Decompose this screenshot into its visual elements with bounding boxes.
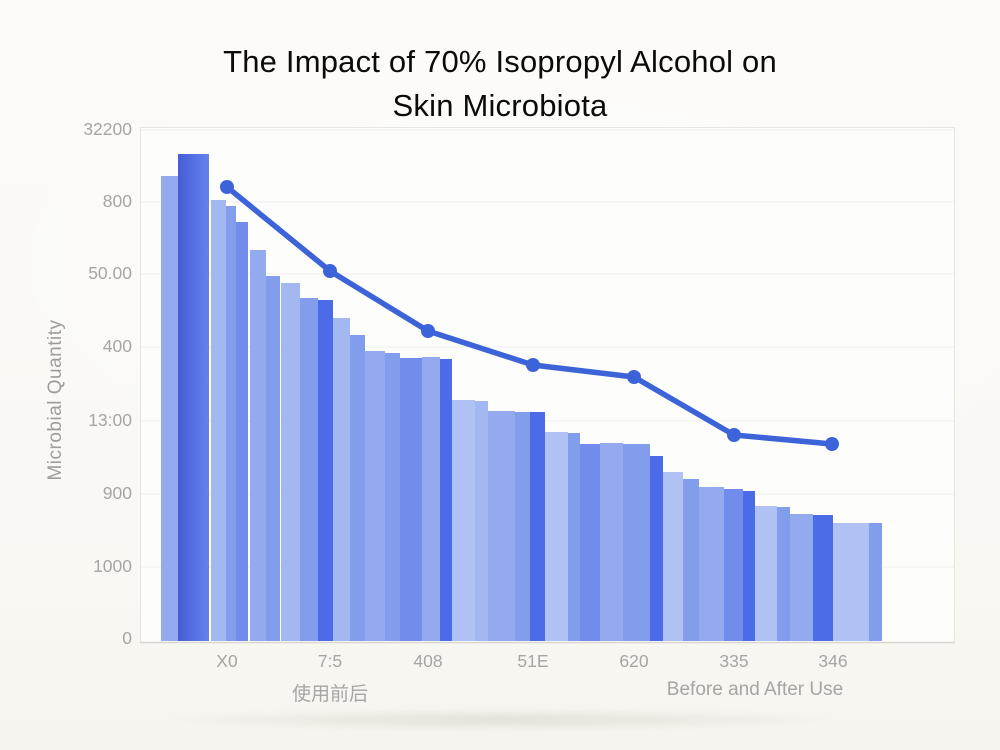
bar xyxy=(300,298,318,641)
data-point-marker xyxy=(220,180,234,194)
x-axis-caption-en: Before and After Use xyxy=(666,679,844,700)
x-axis-tick-label: 620 xyxy=(619,651,649,671)
bar xyxy=(600,443,623,641)
bar xyxy=(683,479,699,641)
data-point-marker xyxy=(526,358,540,372)
data-point-marker xyxy=(421,324,435,338)
bar xyxy=(250,250,266,641)
y-axis-tick-label: 13:00 xyxy=(88,410,132,430)
bar xyxy=(833,523,869,641)
chart-title-line-1: The Impact of 70% Isopropyl Alcohol on xyxy=(223,44,777,79)
x-axis-tick-label: 7:5 xyxy=(317,651,343,671)
page-bottom-shadow xyxy=(55,707,945,733)
y-axis-tick-label: 0 xyxy=(122,628,132,648)
y-axis-tick-label: 50.00 xyxy=(88,263,132,283)
x-axis-caption-zh: 使用前后 xyxy=(291,684,369,705)
y-axis-tick-label: 900 xyxy=(102,483,132,503)
bar xyxy=(743,491,755,641)
bar xyxy=(623,444,650,641)
bar xyxy=(699,487,724,641)
bar xyxy=(236,222,248,641)
y-axis-tick-label: 1000 xyxy=(93,556,132,576)
bar xyxy=(211,200,226,641)
y-axis-tick-label: 400 xyxy=(102,336,132,356)
bar xyxy=(350,335,365,641)
bar xyxy=(475,401,488,641)
bar xyxy=(333,318,350,641)
bar xyxy=(777,507,790,641)
bar xyxy=(790,514,813,641)
chart-title: The Impact of 70% Isopropyl Alcohol on S… xyxy=(0,40,1000,128)
data-point-marker xyxy=(627,370,641,384)
bar xyxy=(530,412,545,641)
bar xyxy=(161,176,178,641)
bar xyxy=(813,515,833,641)
bar xyxy=(650,456,663,641)
y-axis-tick-label: 32200 xyxy=(83,119,132,139)
x-axis-tick-label: X0 xyxy=(216,651,238,671)
y-axis-tick-label: 800 xyxy=(102,191,132,211)
data-point-marker xyxy=(727,428,741,442)
bar xyxy=(869,523,882,641)
data-point-marker xyxy=(825,437,839,451)
bar xyxy=(178,154,209,641)
bar xyxy=(755,506,777,641)
chart-title-line-2: Skin Microbiota xyxy=(392,88,608,123)
bar xyxy=(266,276,280,641)
bar xyxy=(724,489,743,641)
x-axis-tick-label: 408 xyxy=(413,651,443,671)
bar xyxy=(452,400,475,641)
bar xyxy=(422,357,440,641)
bar xyxy=(545,432,568,641)
bar xyxy=(226,206,236,641)
bar xyxy=(400,358,422,641)
bar xyxy=(663,472,683,641)
bar xyxy=(318,300,333,641)
bar xyxy=(365,351,385,641)
x-axis-tick-label: 346 xyxy=(818,651,848,671)
x-axis-tick-label: 51E xyxy=(517,651,549,671)
x-axis-tick-label: 335 xyxy=(719,651,749,671)
bar xyxy=(488,411,515,641)
bar xyxy=(580,444,600,641)
bar xyxy=(281,283,300,641)
bar xyxy=(385,353,400,641)
data-point-marker xyxy=(323,264,337,278)
bar xyxy=(568,433,580,641)
bar xyxy=(515,412,530,641)
bar xyxy=(440,359,452,641)
